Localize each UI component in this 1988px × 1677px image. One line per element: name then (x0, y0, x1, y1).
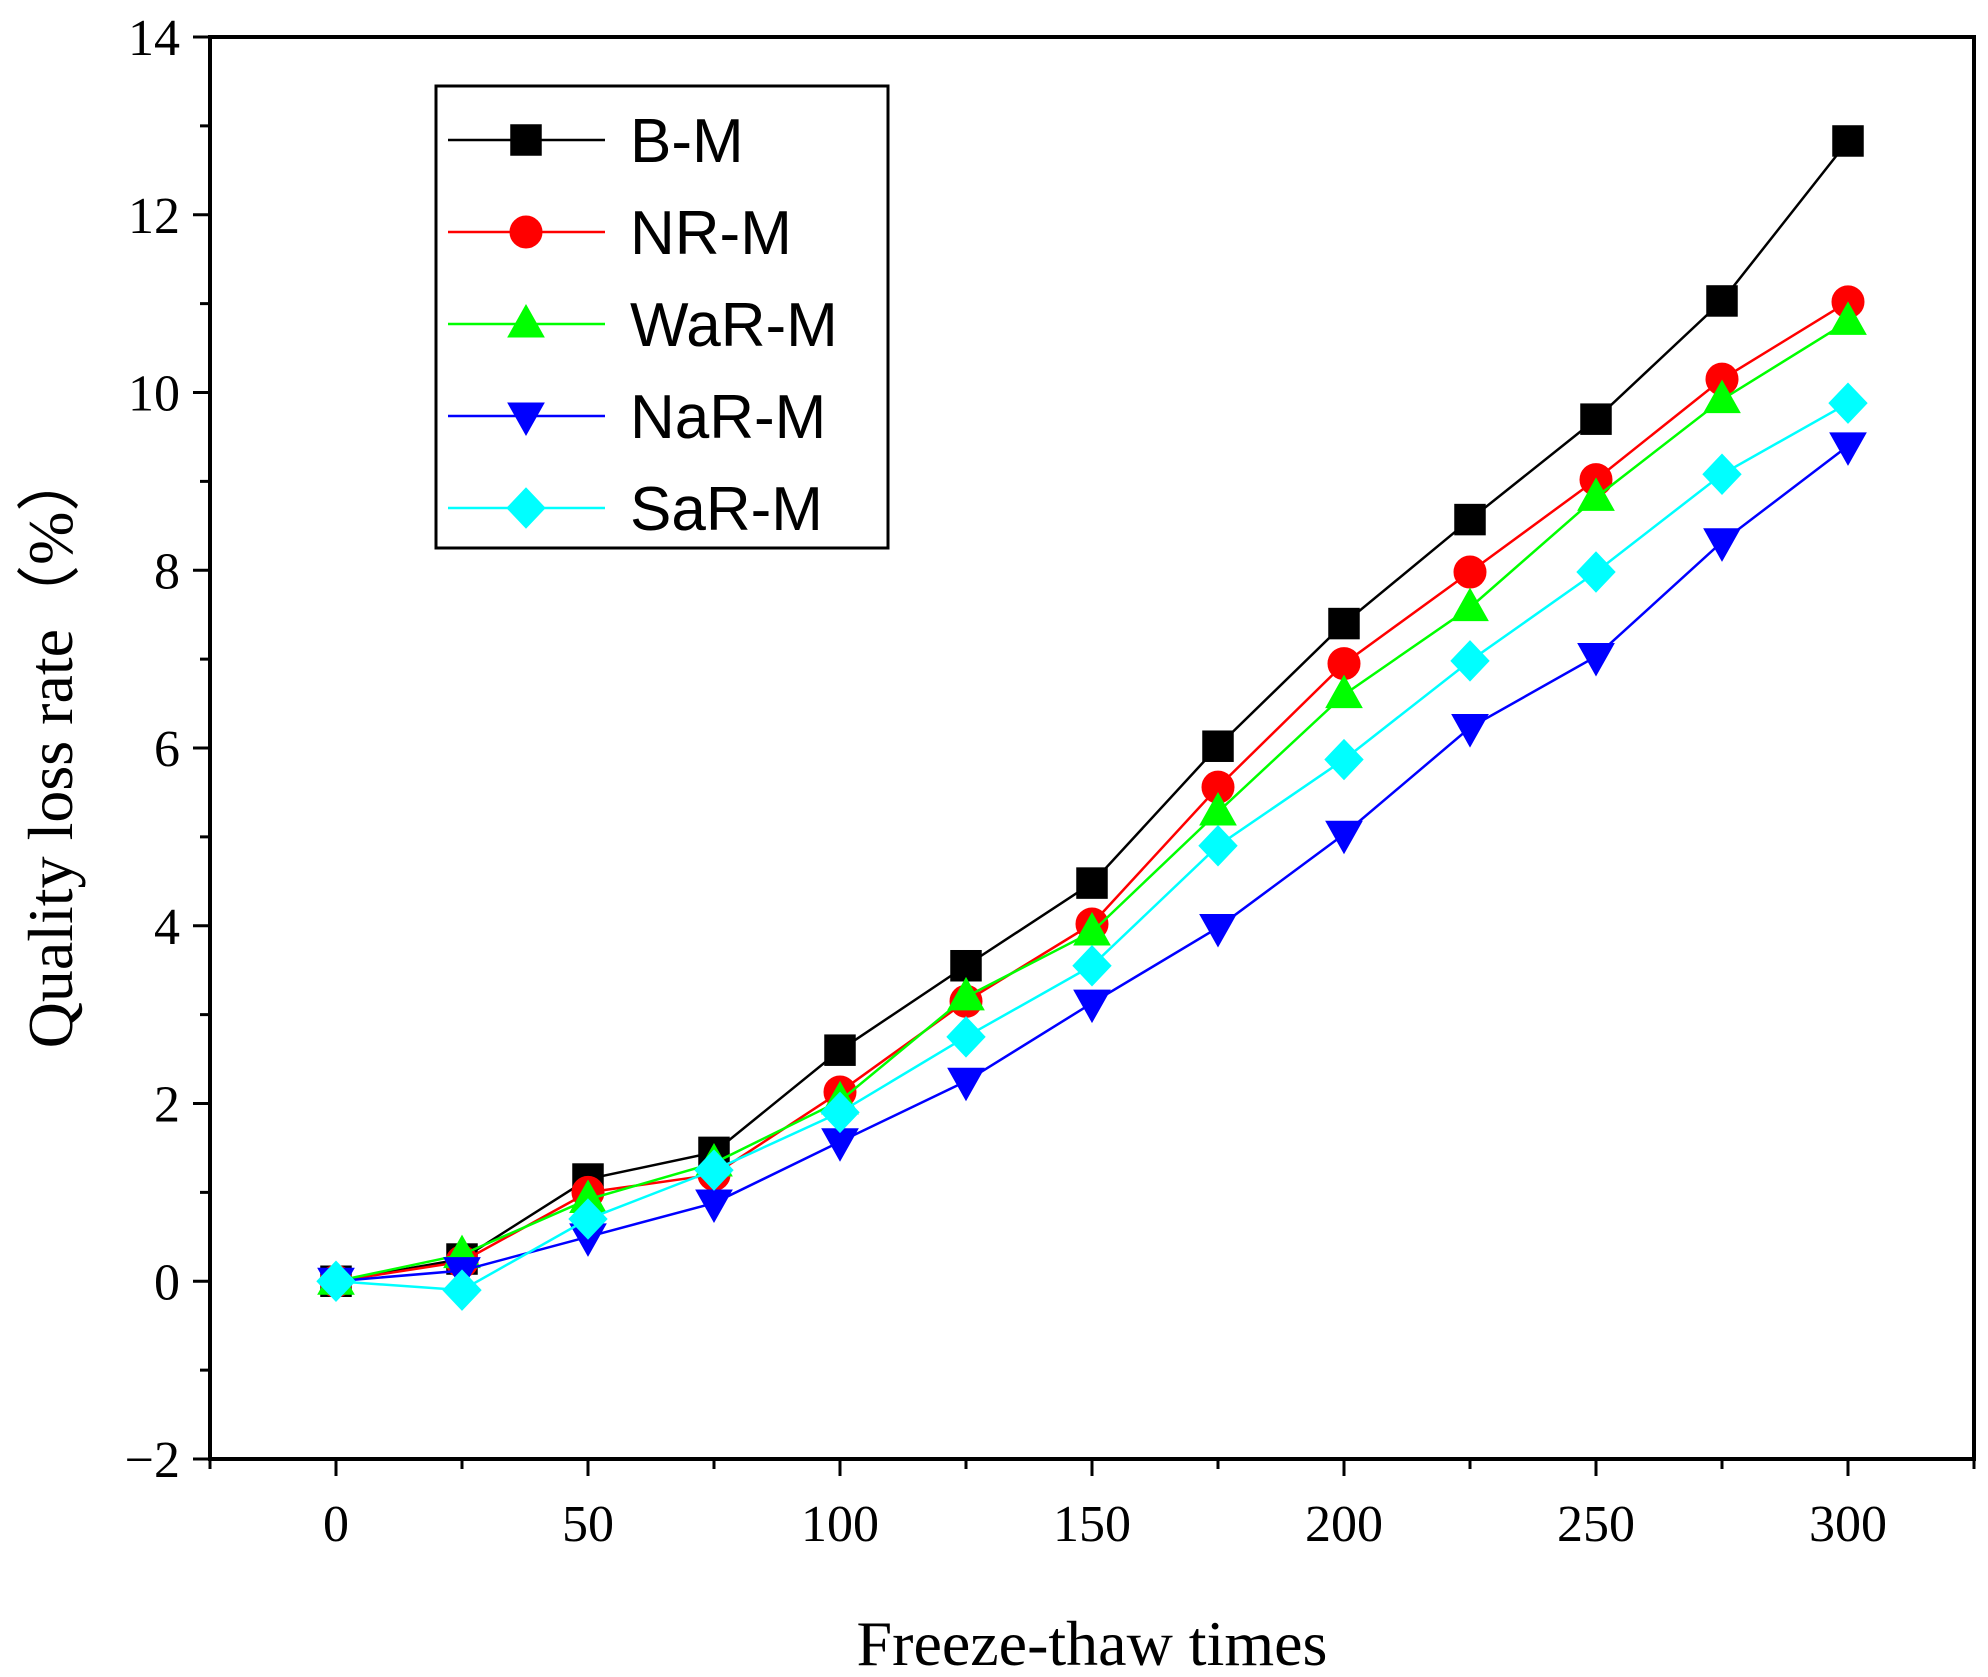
y-axis: −2 0 2 4 6 8 10 12 14 (125, 10, 210, 1489)
legend-item-b-m: B-M (448, 107, 744, 176)
series-sar-m (316, 382, 1868, 1311)
data-point (1706, 285, 1738, 317)
data-point (568, 1198, 608, 1240)
data-point (1703, 528, 1741, 562)
x-tick-label: 300 (1809, 1496, 1887, 1553)
data-point (1328, 607, 1360, 640)
data-point (1832, 125, 1864, 157)
y-tick-label: 0 (154, 1254, 180, 1311)
data-point (1453, 555, 1487, 589)
x-tick-label: 50 (562, 1496, 614, 1553)
data-point (316, 1260, 356, 1302)
y-tick-label: 6 (154, 721, 180, 778)
y-tick-label: 2 (154, 1077, 180, 1134)
data-point (1702, 453, 1742, 495)
legend-label: NR-M (630, 199, 792, 268)
data-point (821, 1128, 859, 1162)
data-point (1828, 382, 1868, 424)
data-point (1580, 403, 1612, 435)
data-point (1324, 738, 1364, 781)
series-layer (316, 125, 1868, 1311)
x-tick-label: 250 (1557, 1496, 1635, 1553)
legend-item-nr-m: NR-M (448, 199, 792, 268)
data-point (1199, 791, 1237, 826)
data-point (1073, 989, 1111, 1024)
y-tick-label: 4 (154, 899, 180, 956)
data-point (1202, 730, 1234, 762)
legend-item-nar-m: NaR-M (448, 383, 826, 452)
y-tick-label: −2 (125, 1432, 180, 1489)
data-point (1451, 587, 1489, 622)
y-tick-label: 12 (128, 188, 180, 245)
data-point (694, 1149, 734, 1191)
legend-marker (506, 487, 546, 529)
legend-marker (510, 124, 542, 156)
data-point (1325, 674, 1363, 709)
legend-label: B-M (630, 107, 744, 176)
legend-item-sar-m: SaR-M (448, 475, 823, 544)
data-point (1450, 640, 1490, 682)
legend: B-M NR-M WaR-M NaR-M SaR-M (434, 84, 890, 550)
data-point (1076, 867, 1108, 899)
y-tick-label: 14 (128, 10, 180, 67)
data-point (1198, 825, 1238, 867)
x-tick-label: 100 (801, 1496, 879, 1553)
legend-item-war-m: WaR-M (448, 291, 838, 360)
data-point (1072, 945, 1112, 987)
y-tick-label: 8 (154, 543, 180, 600)
data-point (1829, 301, 1867, 335)
x-tick-label: 200 (1305, 1496, 1383, 1553)
data-point (1454, 503, 1486, 536)
data-point (947, 976, 985, 1011)
data-point (1199, 914, 1237, 948)
data-point (1577, 642, 1615, 677)
x-tick-label: 0 (323, 1496, 349, 1553)
legend-marker (509, 215, 543, 249)
data-point (1576, 551, 1616, 593)
data-point (442, 1269, 482, 1311)
x-axis-title: Freeze-thaw times (857, 1608, 1328, 1677)
data-point (1829, 432, 1867, 466)
y-axis-title: Quality loss rate（%） (15, 448, 86, 1049)
x-axis: 0 50 100 150 200 250 300 (208, 1459, 1976, 1553)
data-point (946, 1016, 986, 1058)
data-point (1451, 714, 1489, 748)
legend-marker (507, 402, 545, 437)
data-point (1073, 911, 1111, 946)
data-point (1703, 379, 1741, 414)
data-point (950, 949, 982, 982)
legend-label: WaR-M (630, 291, 838, 360)
data-point (947, 1067, 985, 1102)
data-point (820, 1091, 860, 1134)
legend-label: SaR-M (630, 475, 823, 544)
data-point (1577, 477, 1615, 511)
x-tick-label: 150 (1053, 1496, 1131, 1553)
series-line (335, 444, 1849, 1283)
series-nar-m (317, 432, 1867, 1302)
data-point (824, 1034, 856, 1066)
legend-box (434, 84, 890, 550)
y-tick-label: 10 (128, 366, 180, 423)
data-point (1325, 820, 1363, 855)
legend-label: NaR-M (630, 383, 826, 452)
legend-marker (507, 303, 545, 338)
